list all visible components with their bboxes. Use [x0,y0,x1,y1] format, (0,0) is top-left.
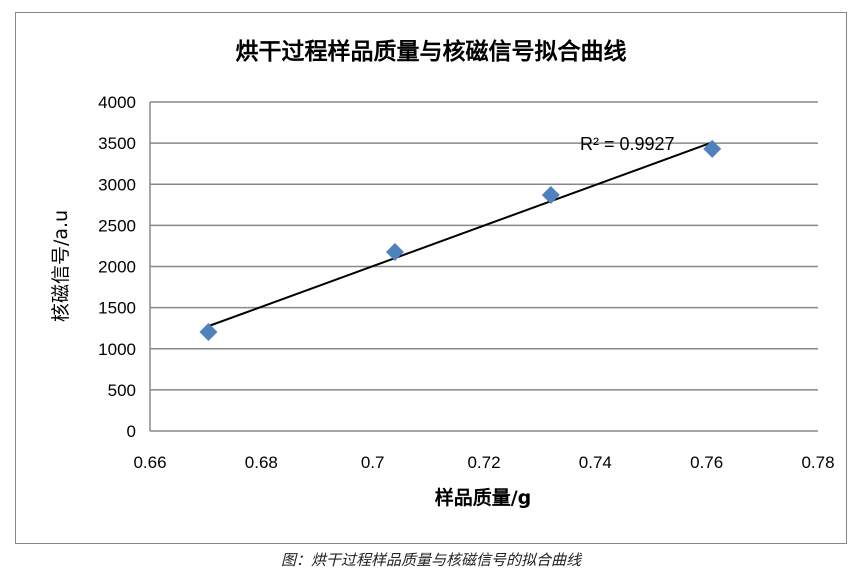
y-tick-label: 2000 [98,258,136,277]
y-tick-label: 3500 [98,134,136,153]
y-tick-label: 1000 [98,340,136,359]
chart-title: 烘干过程样品质量与核磁信号拟合曲线 [235,39,627,65]
y-axis-label: 核磁信号/a.u [50,210,72,322]
data-point [199,322,218,341]
y-tick-label: 3000 [98,175,136,194]
figure-caption: 图：烘干过程样品质量与核磁信号的拟合曲线 [280,551,581,569]
x-tick-label: 0.78 [801,453,834,472]
data-point [385,243,404,262]
y-tick-label: 1500 [98,299,136,318]
trendline [208,141,713,328]
x-tick-label: 0.72 [467,453,500,472]
y-tick-label: 2500 [98,216,136,235]
x-tick-label: 0.74 [579,453,612,472]
x-tick-label: 0.76 [690,453,723,472]
data-point [541,185,560,204]
x-axis-label: 样品质量/g [435,486,532,509]
chart-frame [15,12,847,544]
r-squared-label: R² = 0.9927 [580,134,675,154]
y-tick-label: 0 [127,422,136,441]
x-tick-label: 0.68 [245,453,278,472]
y-tick-label: 500 [108,381,136,400]
x-tick-label: 0.66 [133,453,166,472]
x-tick-label: 0.7 [361,453,385,472]
data-point [703,139,722,158]
y-tick-label: 4000 [98,93,136,112]
